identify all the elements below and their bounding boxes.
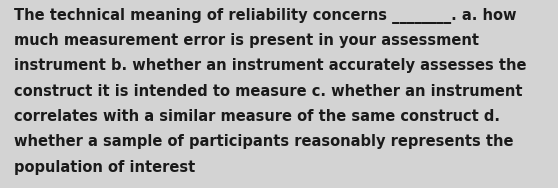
Text: correlates with a similar measure of the same construct d.: correlates with a similar measure of the… — [14, 109, 500, 124]
Text: instrument b. whether an instrument accurately assesses the: instrument b. whether an instrument accu… — [14, 58, 526, 73]
Text: whether a sample of participants reasonably represents the: whether a sample of participants reasona… — [14, 134, 513, 149]
Text: The technical meaning of reliability concerns ________. a. how: The technical meaning of reliability con… — [14, 8, 517, 24]
Text: construct it is intended to measure c. whether an instrument: construct it is intended to measure c. w… — [14, 84, 522, 99]
Text: much measurement error is present in your assessment: much measurement error is present in you… — [14, 33, 479, 48]
Text: population of interest: population of interest — [14, 160, 195, 175]
